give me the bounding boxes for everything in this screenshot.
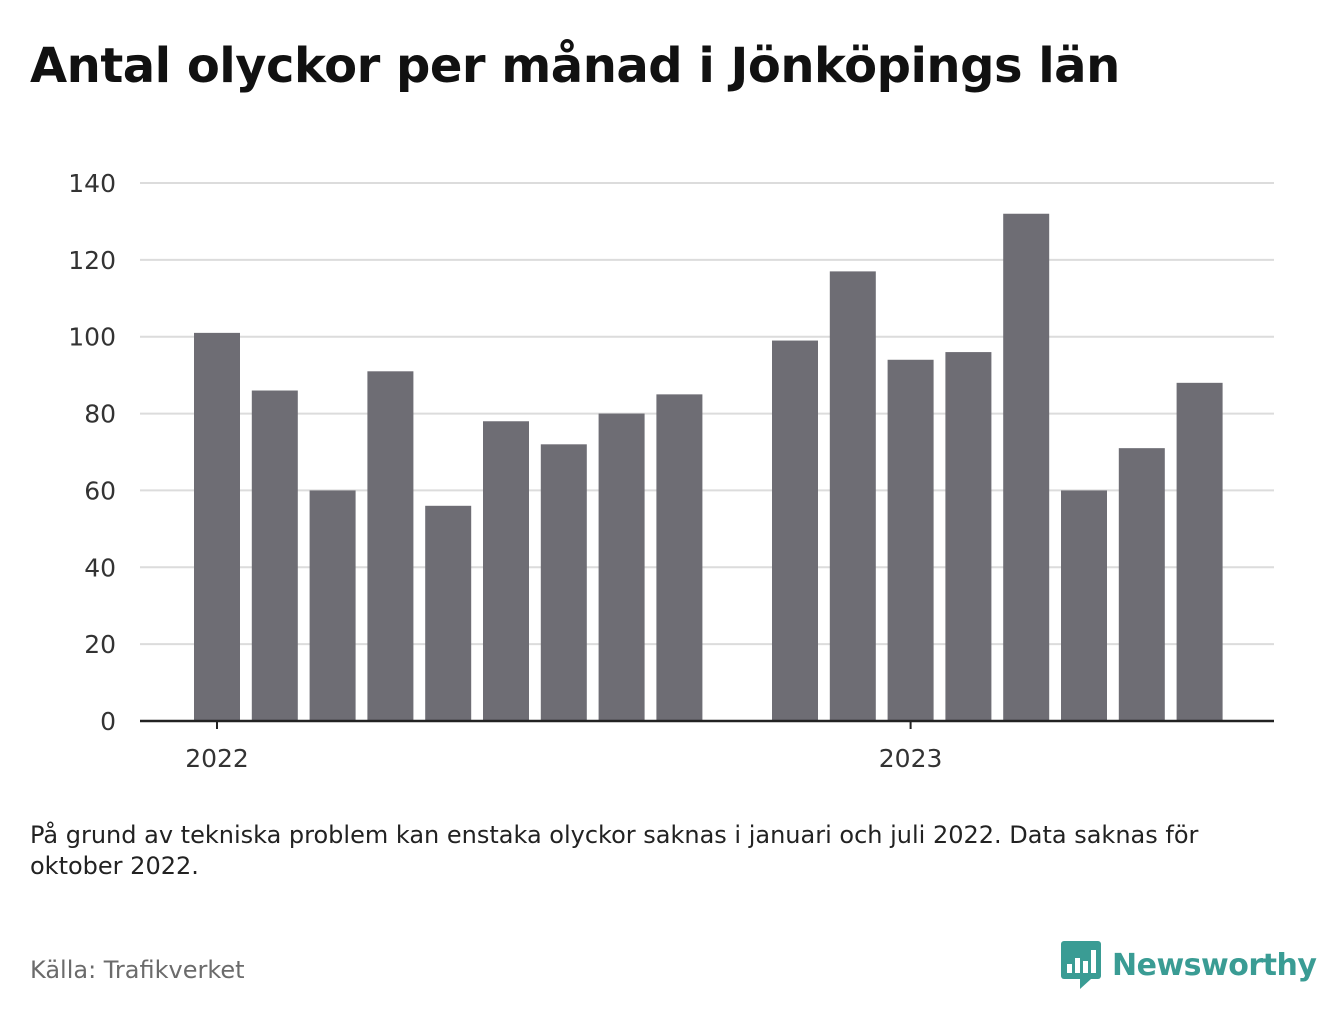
source-credit: Källa: Trafikverket bbox=[30, 956, 245, 984]
newsworthy-logo: Newsworthy bbox=[1060, 940, 1317, 990]
y-tick-label: 80 bbox=[84, 400, 116, 429]
bar bbox=[829, 271, 876, 721]
bar bbox=[367, 371, 414, 721]
y-tick-label: 140 bbox=[68, 169, 116, 198]
chart-title: Antal olyckor per månad i Jönköpings län bbox=[30, 38, 1120, 94]
y-tick-label: 100 bbox=[68, 323, 116, 352]
bars bbox=[194, 213, 1223, 721]
x-axis-ticks: 2022 2023 bbox=[185, 721, 942, 773]
bar bbox=[945, 352, 992, 721]
bar bbox=[1061, 490, 1107, 721]
chart-note: På grund av tekniska problem kan enstaka… bbox=[30, 821, 1199, 880]
y-axis-ticks: 0 20 40 60 80 100 120 140 bbox=[68, 169, 116, 736]
y-tick-label: 20 bbox=[84, 630, 116, 659]
bar bbox=[1176, 382, 1223, 721]
bar bbox=[598, 413, 645, 721]
bar bbox=[251, 390, 298, 721]
bar bbox=[656, 394, 703, 721]
y-tick-label: 120 bbox=[68, 246, 116, 275]
bar bbox=[483, 421, 529, 721]
bar bbox=[540, 444, 587, 721]
bar bbox=[1118, 448, 1165, 721]
bar bbox=[887, 359, 934, 721]
bar bbox=[309, 490, 356, 721]
x-tick-label: 2022 bbox=[185, 744, 249, 773]
y-tick-label: 40 bbox=[84, 553, 116, 582]
y-tick-label: 60 bbox=[84, 476, 116, 505]
bar bbox=[1003, 213, 1050, 721]
x-tick-label: 2023 bbox=[879, 744, 943, 773]
bar bbox=[194, 332, 240, 721]
bar bbox=[772, 340, 818, 721]
bar bbox=[425, 505, 472, 721]
bar-chart: 0 20 40 60 80 100 120 140 2022 2023 bbox=[68, 169, 1274, 773]
y-tick-label: 0 bbox=[100, 707, 116, 736]
newsworthy-logo-icon bbox=[1061, 941, 1101, 989]
brand-name: Newsworthy bbox=[1112, 947, 1317, 983]
